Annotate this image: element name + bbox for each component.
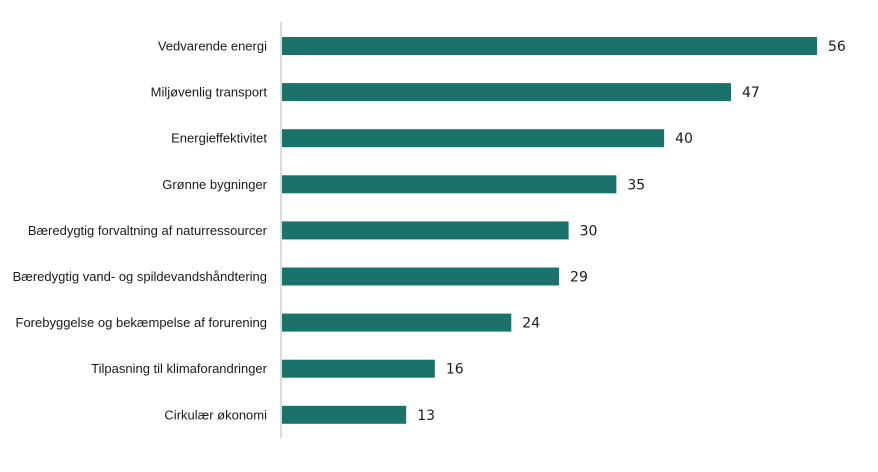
category-label: Grønne bygninger — [162, 177, 267, 192]
bar — [282, 313, 512, 332]
category-label: Miljøvenlig transport — [151, 85, 268, 100]
value-label: 16 — [446, 362, 464, 378]
category-label: Forebyggelse og bekæmpelse af forurening — [16, 315, 267, 330]
bar — [282, 221, 569, 240]
value-label: 29 — [570, 270, 588, 286]
category-label: Vedvarende energi — [158, 39, 267, 54]
category-label: Tilpasning til klimaforandringer — [91, 361, 267, 376]
category-label: Energieffektivitet — [171, 131, 267, 146]
bar — [282, 405, 407, 424]
category-label: Bæredygtig vand- og spildevandshåndterin… — [13, 269, 267, 284]
value-label: 13 — [417, 408, 435, 424]
value-label: 35 — [627, 177, 645, 193]
category-label: Cirkulær økonomi — [164, 407, 267, 422]
bar — [282, 359, 435, 378]
bar — [282, 129, 665, 148]
value-label: 30 — [580, 223, 598, 239]
value-label: 24 — [522, 316, 540, 332]
bar — [282, 267, 560, 286]
bar — [282, 37, 817, 55]
value-label: 56 — [828, 39, 846, 55]
bar — [282, 83, 732, 102]
bar — [282, 175, 617, 194]
value-label: 47 — [742, 85, 760, 101]
value-label: 40 — [675, 131, 693, 147]
category-label: Bæredygtig forvaltning af naturressource… — [28, 223, 268, 238]
